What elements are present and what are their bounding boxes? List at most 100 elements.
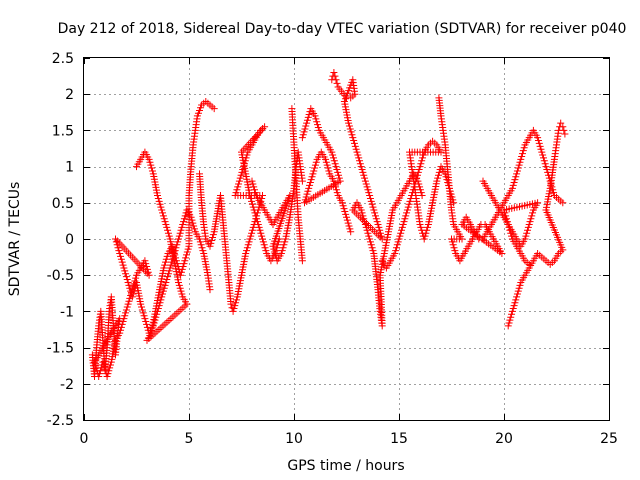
data-point bbox=[363, 226, 371, 234]
data-point bbox=[207, 239, 215, 247]
data-point bbox=[261, 244, 269, 252]
data-point bbox=[403, 209, 411, 217]
data-point bbox=[232, 296, 240, 304]
data-point bbox=[391, 249, 399, 257]
data-point bbox=[258, 232, 266, 240]
data-point bbox=[312, 158, 320, 166]
data-point bbox=[402, 212, 410, 220]
data-point bbox=[354, 151, 362, 159]
data-point bbox=[163, 223, 171, 231]
data-point bbox=[304, 187, 312, 195]
data-point bbox=[347, 228, 355, 236]
data-point bbox=[175, 232, 183, 240]
x-tick-label: 25 bbox=[600, 431, 618, 447]
data-point bbox=[243, 244, 251, 252]
data-point bbox=[159, 212, 167, 220]
data-point bbox=[366, 194, 374, 202]
data-point bbox=[164, 273, 172, 281]
data-point bbox=[232, 189, 240, 197]
data-point bbox=[147, 161, 155, 169]
data-point bbox=[450, 244, 458, 252]
data-point bbox=[117, 323, 125, 331]
data-point bbox=[507, 229, 515, 237]
data-point bbox=[132, 274, 140, 282]
data-point bbox=[504, 221, 512, 229]
data-point bbox=[160, 284, 168, 292]
data-point bbox=[278, 247, 286, 255]
data-point bbox=[120, 264, 128, 272]
data-point bbox=[174, 238, 182, 246]
data-point bbox=[364, 186, 372, 194]
data-point bbox=[416, 163, 424, 171]
data-point bbox=[361, 174, 369, 182]
data-point bbox=[123, 276, 131, 284]
data-point bbox=[322, 158, 330, 166]
data-point bbox=[526, 218, 534, 226]
data-point bbox=[369, 203, 377, 211]
data-point bbox=[534, 134, 542, 142]
data-point bbox=[243, 247, 251, 255]
data-point bbox=[175, 278, 182, 286]
data-point bbox=[196, 235, 203, 243]
data-point bbox=[131, 277, 139, 285]
data-point bbox=[357, 206, 365, 214]
data-point bbox=[164, 226, 172, 234]
data-point bbox=[331, 180, 339, 188]
data-point bbox=[176, 229, 184, 237]
data-point bbox=[272, 251, 280, 259]
data-point bbox=[119, 261, 127, 269]
data-point bbox=[349, 134, 357, 142]
x-tick-label: 5 bbox=[185, 431, 194, 447]
data-point bbox=[172, 254, 180, 262]
data-point bbox=[248, 226, 256, 234]
data-point bbox=[271, 248, 279, 256]
data-point bbox=[177, 287, 185, 295]
data-point bbox=[230, 305, 238, 313]
data-point bbox=[139, 309, 147, 317]
data-point bbox=[538, 148, 546, 156]
data-point bbox=[169, 255, 177, 263]
data-point bbox=[252, 212, 260, 220]
data-point bbox=[560, 126, 568, 134]
data-point bbox=[522, 232, 530, 240]
data-point bbox=[559, 123, 567, 131]
data-point bbox=[404, 203, 412, 211]
data-point bbox=[157, 203, 165, 211]
data-point bbox=[377, 232, 385, 240]
data-point bbox=[331, 72, 339, 80]
data-point bbox=[330, 68, 338, 76]
data-point bbox=[350, 137, 358, 145]
data-point bbox=[117, 252, 125, 260]
data-point bbox=[129, 290, 137, 298]
data-point bbox=[359, 212, 367, 220]
data-point bbox=[511, 299, 519, 307]
data-point bbox=[311, 161, 319, 169]
data-point bbox=[329, 154, 337, 162]
data-point bbox=[516, 158, 524, 166]
data-point bbox=[169, 245, 177, 253]
data-point bbox=[251, 209, 259, 217]
data-point bbox=[159, 287, 167, 295]
data-point bbox=[406, 197, 414, 205]
data-point bbox=[550, 189, 558, 197]
data-point bbox=[190, 222, 198, 230]
data-point bbox=[144, 268, 152, 276]
data-point bbox=[358, 209, 366, 217]
data-point bbox=[155, 197, 163, 205]
data-point bbox=[307, 176, 315, 184]
data-point bbox=[361, 221, 369, 229]
data-point bbox=[346, 125, 354, 133]
data-point bbox=[509, 305, 517, 313]
data-point bbox=[525, 221, 533, 229]
data-point bbox=[508, 307, 516, 315]
data-point bbox=[507, 313, 515, 321]
data-point bbox=[122, 306, 130, 314]
data-point bbox=[366, 192, 374, 200]
data-point bbox=[527, 215, 535, 223]
data-point bbox=[235, 180, 243, 188]
data-point bbox=[161, 281, 169, 289]
data-point bbox=[96, 370, 104, 378]
data-point bbox=[148, 167, 156, 175]
data-point bbox=[140, 312, 148, 320]
